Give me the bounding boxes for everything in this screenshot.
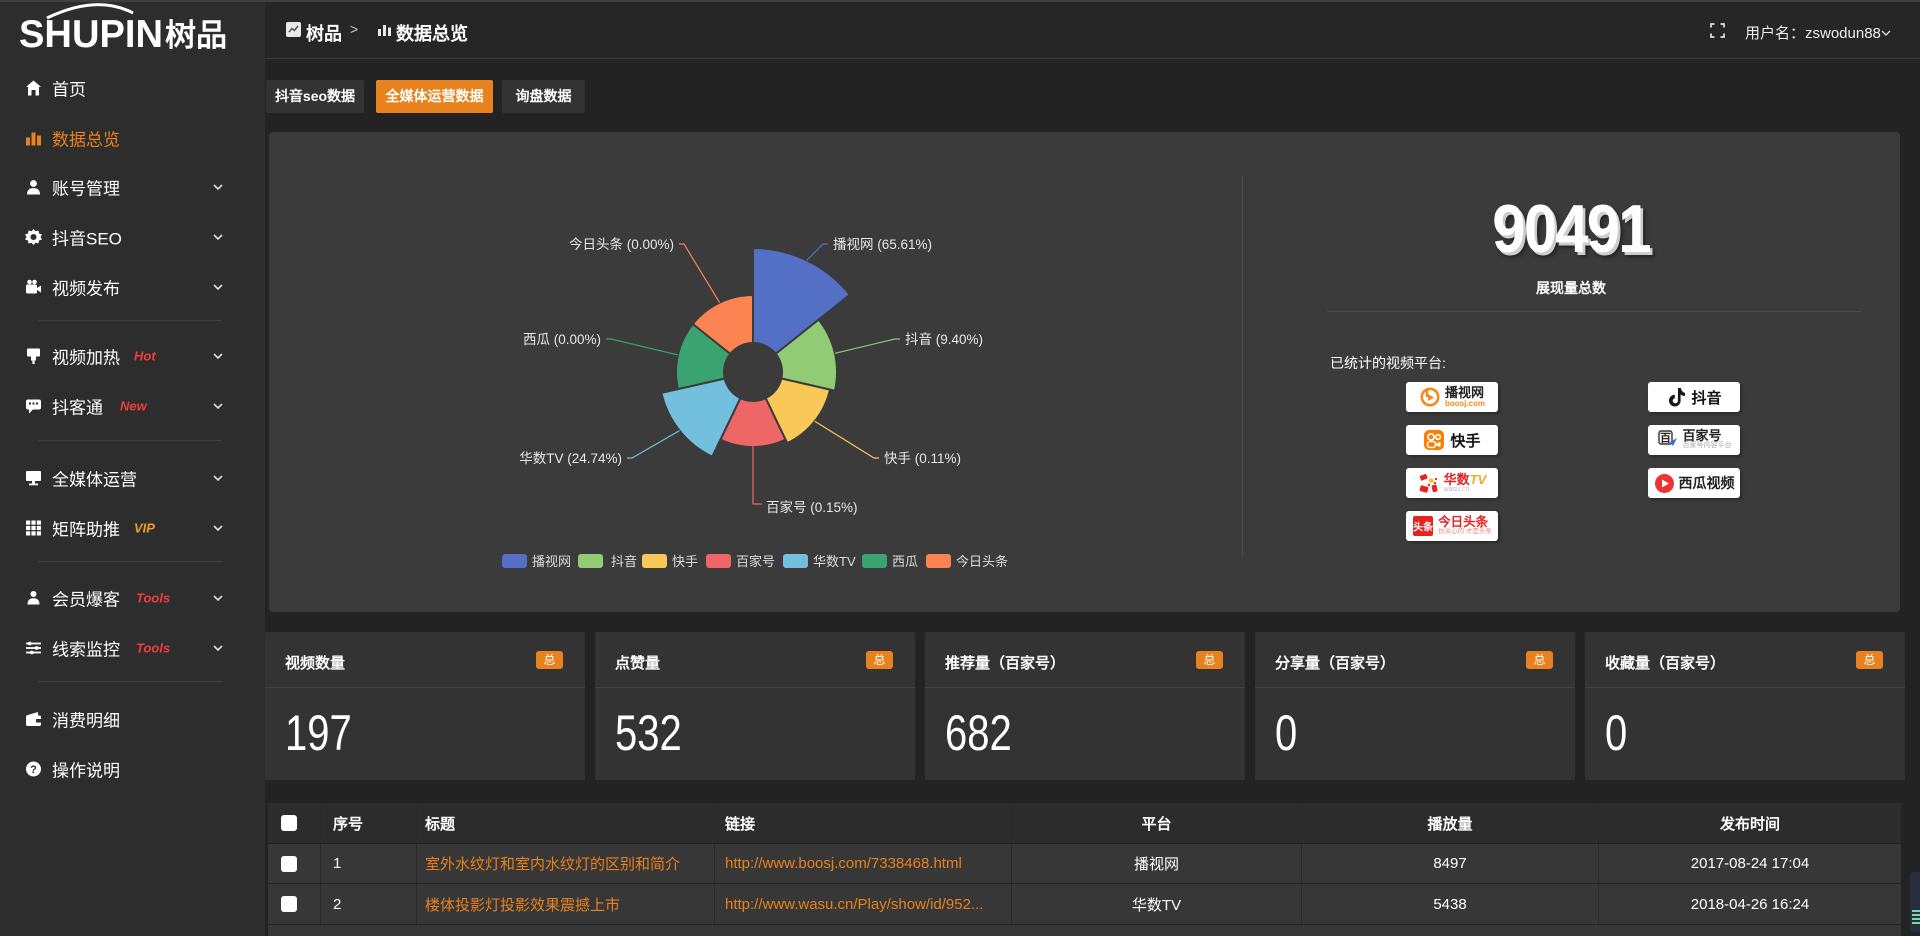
svg-text:百家号 (0.15%): 百家号 (0.15%) bbox=[766, 499, 858, 515]
svg-text:西瓜: 西瓜 bbox=[892, 554, 918, 569]
svg-text:播视网: 播视网 bbox=[532, 554, 571, 569]
svg-text:百: 百 bbox=[1660, 432, 1671, 445]
svg-text:抖音 (9.40%): 抖音 (9.40%) bbox=[905, 331, 983, 347]
svg-text:快手 (0.11%): 快手 (0.11%) bbox=[884, 451, 961, 466]
svg-text:树品: 树品 bbox=[165, 18, 227, 53]
svg-text:快手: 快手 bbox=[672, 554, 698, 569]
svg-text:头条: 头条 bbox=[1413, 521, 1434, 534]
svg-text:华数TV: 华数TV bbox=[813, 554, 856, 569]
svg-text:播视网 (65.61%): 播视网 (65.61%) bbox=[833, 237, 932, 252]
svg-text:?: ? bbox=[30, 764, 37, 776]
svg-text:今日头条: 今日头条 bbox=[956, 554, 1008, 569]
svg-text:抖音: 抖音 bbox=[611, 554, 637, 569]
svg-text:百家号: 百家号 bbox=[736, 554, 775, 569]
svg-text:SHUPIN: SHUPIN bbox=[19, 13, 163, 53]
svg-text:华数TV (24.74%): 华数TV (24.74%) bbox=[519, 451, 622, 466]
svg-text:今日头条 (0.00%): 今日头条 (0.00%) bbox=[569, 236, 674, 252]
svg-text:西瓜 (0.00%): 西瓜 (0.00%) bbox=[523, 332, 601, 347]
